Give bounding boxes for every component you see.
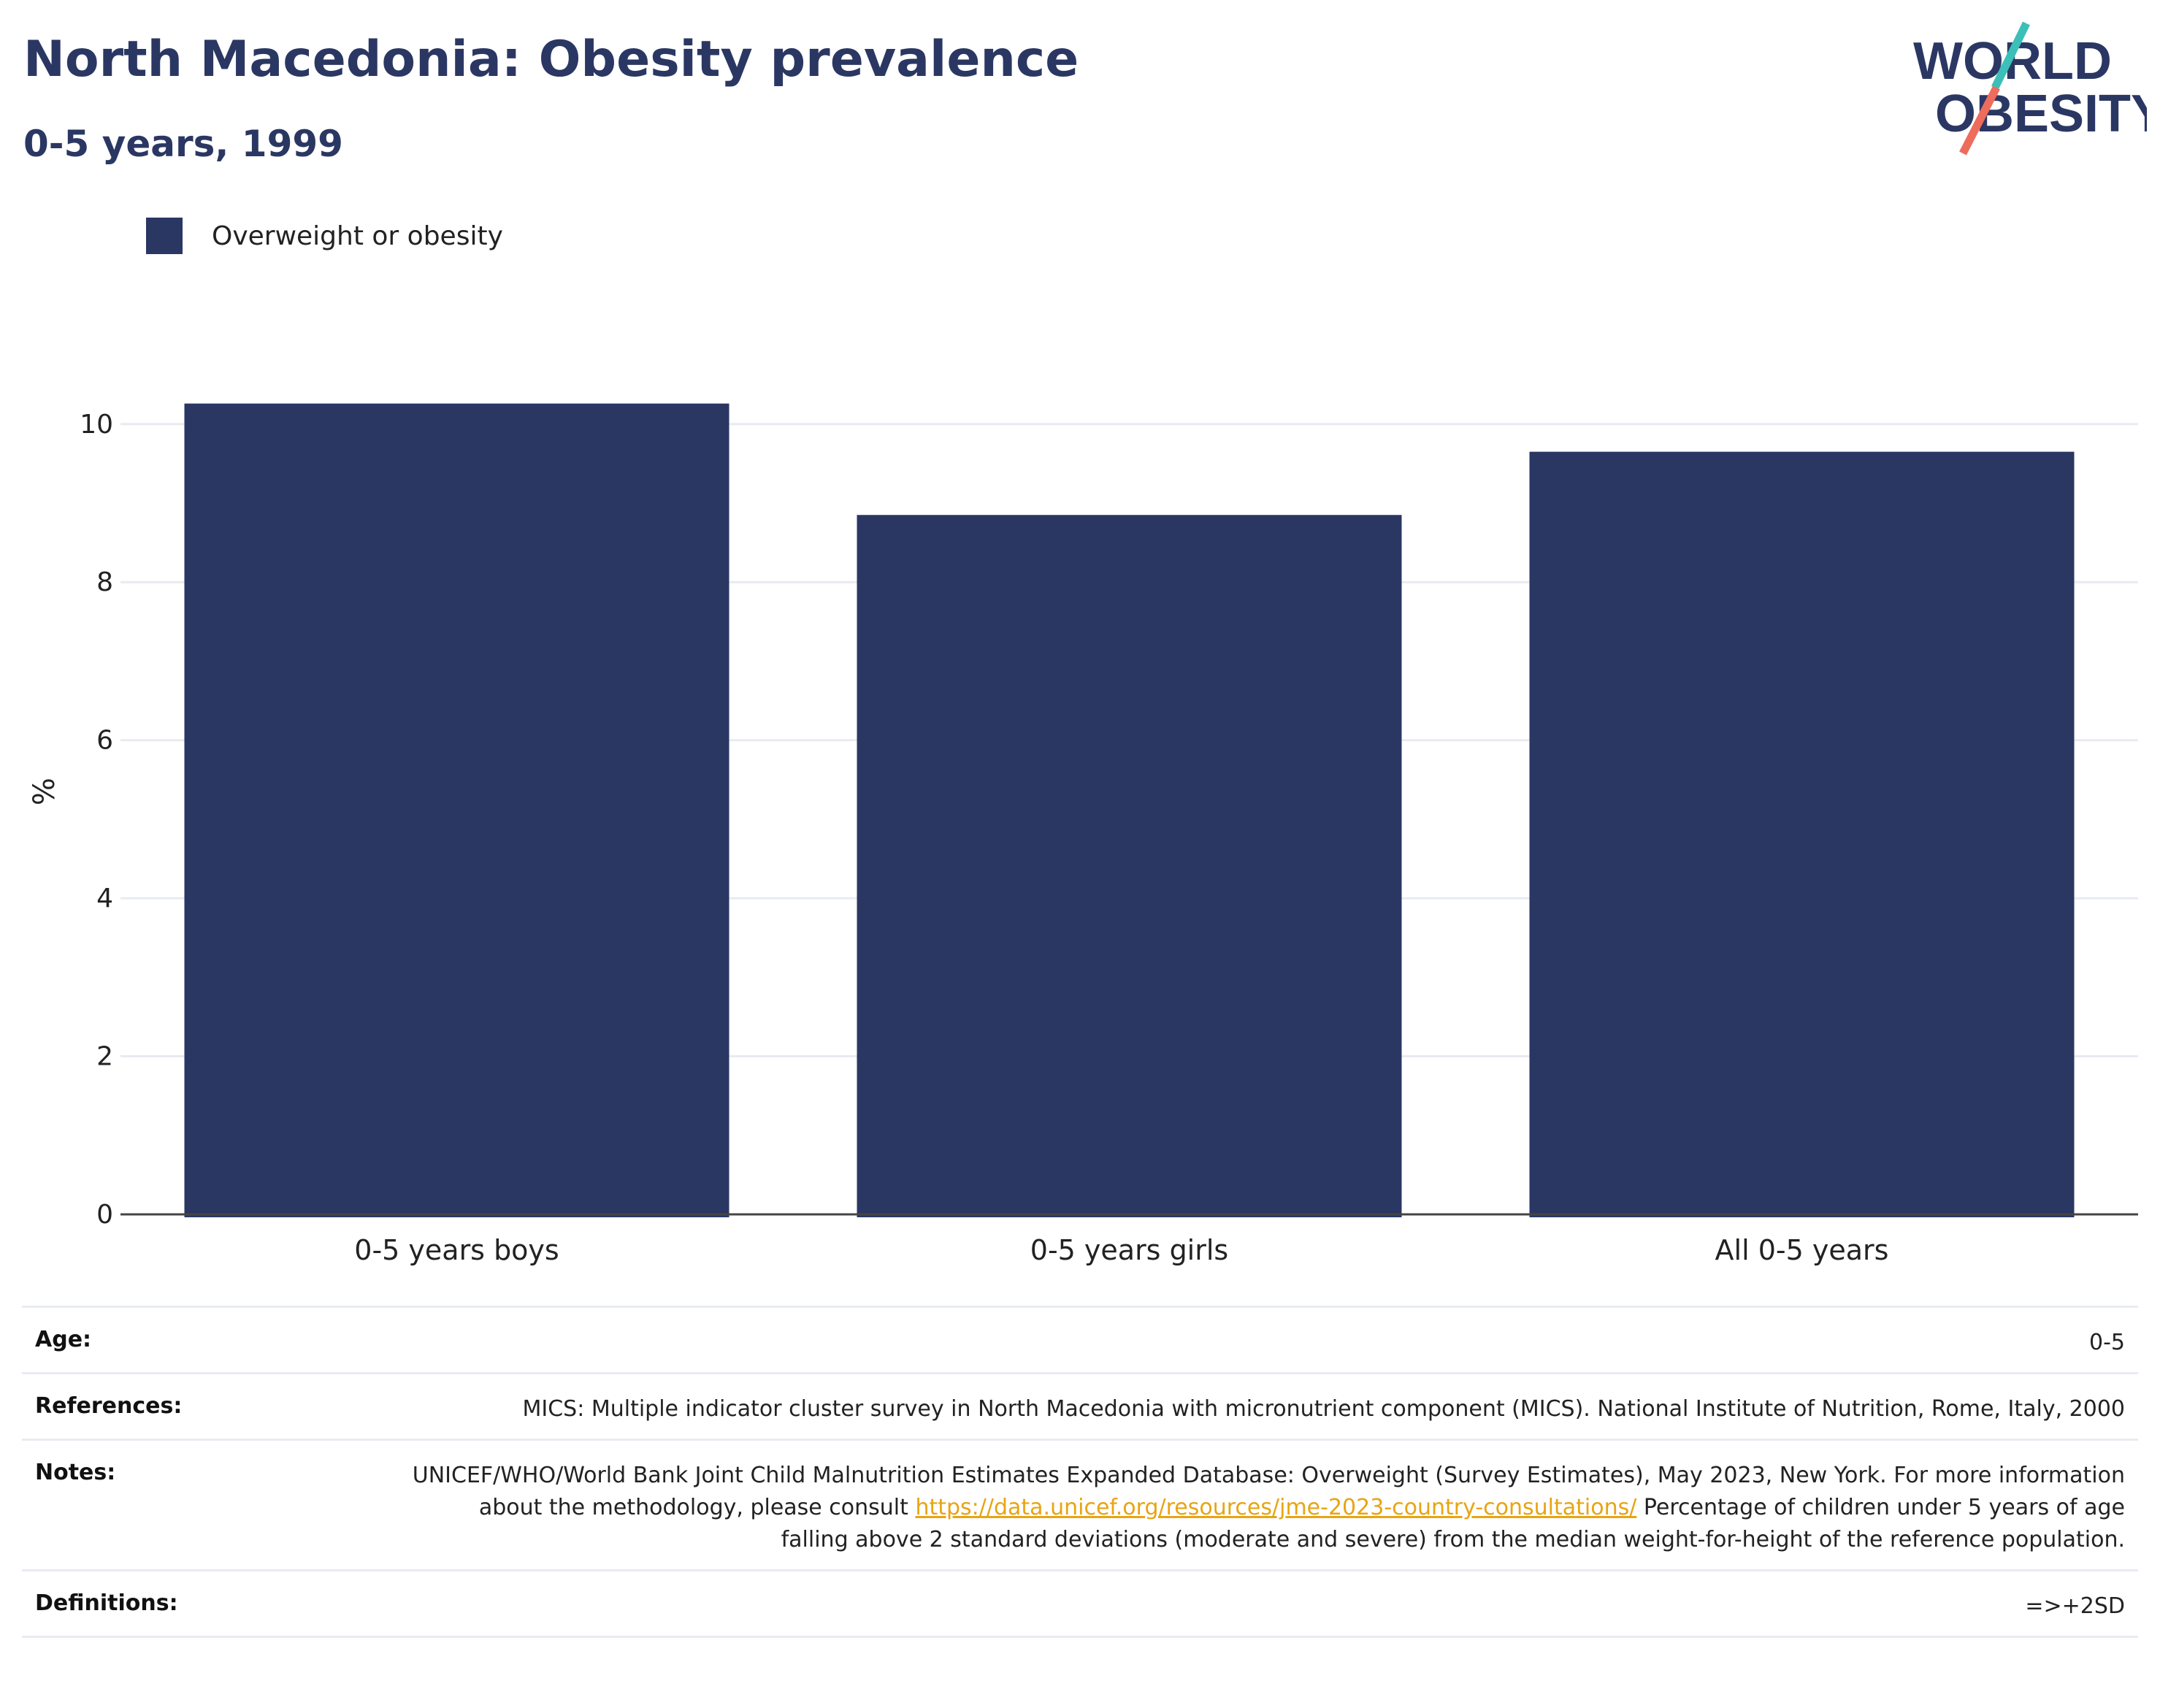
chart-title: North Macedonia: Obesity prevalence	[23, 31, 1079, 88]
x-tick-label: All 0-5 years	[1715, 1234, 1889, 1266]
bar	[1529, 451, 2075, 1217]
chart-subtitle: 0-5 years, 1999	[23, 123, 343, 165]
y-tick-label: 2	[96, 1042, 113, 1072]
y-tick-label: 10	[80, 410, 113, 440]
y-tick-label: 0	[96, 1200, 113, 1230]
notes-link[interactable]: https://data.unicef.org/resources/jme-20…	[915, 1495, 1637, 1520]
detail-value: UNICEF/WHO/World Bank Joint Child Malnut…	[409, 1460, 2125, 1556]
detail-row-references: References: MICS: Multiple indicator clu…	[22, 1372, 2138, 1439]
notes-text-post: Percentage of children under 5 years of …	[781, 1495, 2125, 1552]
detail-key: References:	[35, 1393, 183, 1419]
logo-slash-teal	[1991, 21, 2030, 90]
y-tick-label: 4	[96, 884, 113, 914]
bar	[184, 403, 729, 1218]
detail-key: Definitions:	[35, 1590, 178, 1616]
detail-value: 0-5	[2089, 1330, 2125, 1355]
details-table: Age: 0-5 References: MICS: Multiple indi…	[22, 1306, 2138, 1638]
detail-row-age: Age: 0-5	[22, 1306, 2138, 1372]
detail-value: MICS: Multiple indicator cluster survey …	[522, 1396, 2125, 1422]
logo-slash-coral	[1959, 85, 2000, 156]
legend: Overweight or obesity	[146, 218, 503, 254]
bar-chart: 0 2 4 6 8 10% 0-5 years boys 0-5 years girls All…	[28, 403, 2138, 1266]
legend-label: Overweight or obesity	[212, 221, 503, 251]
logo-text-world: WORLD	[1913, 32, 2112, 91]
legend-swatch	[146, 218, 183, 254]
detail-key: Notes:	[35, 1460, 116, 1485]
bar	[857, 515, 1402, 1217]
world-obesity-logo: WORLD OBESITY	[1913, 21, 2147, 156]
detail-value: =>+2SD	[2025, 1593, 2125, 1619]
detail-row-definitions: Definitions: =>+2SD	[22, 1569, 2138, 1638]
detail-key: Age:	[35, 1327, 92, 1352]
y-axis-label: %	[28, 778, 61, 805]
detail-row-notes: Notes: UNICEF/WHO/World Bank Joint Child…	[22, 1439, 2138, 1569]
x-tick-label: 0-5 years girls	[1030, 1234, 1228, 1266]
y-tick-label: 8	[96, 567, 113, 597]
x-tick-label: 0-5 years boys	[354, 1234, 559, 1266]
y-tick-label: 6	[96, 726, 113, 756]
notes-text-pre: UNICEF/WHO/World Bank Joint Child Malnut…	[412, 1463, 2125, 1520]
